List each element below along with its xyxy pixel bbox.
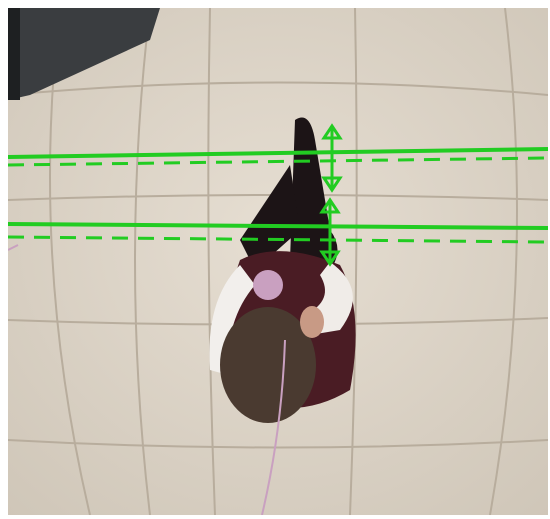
dark-object bbox=[8, 8, 160, 100]
scene bbox=[8, 8, 548, 515]
dark-edge bbox=[8, 8, 20, 100]
tracking-marker bbox=[8, 244, 286, 515]
tile-grid bbox=[8, 8, 548, 515]
tracking-lines bbox=[8, 123, 548, 267]
